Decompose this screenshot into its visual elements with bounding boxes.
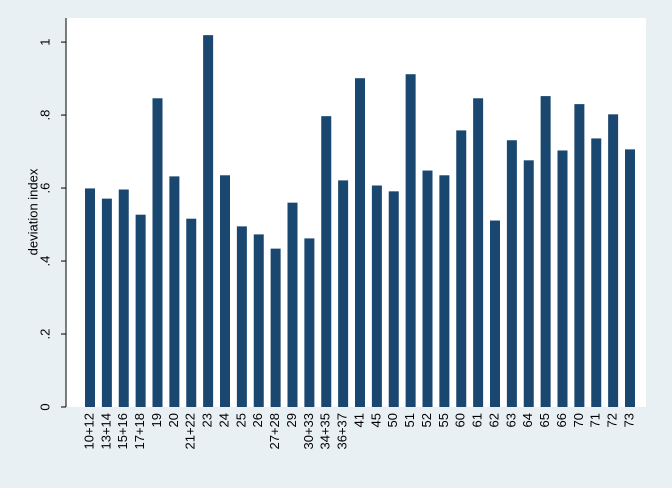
bar [338, 180, 349, 407]
bar [118, 189, 129, 407]
bar [608, 114, 619, 407]
bar [321, 116, 332, 407]
bar [473, 98, 484, 407]
x-tick-label: 25 [233, 413, 248, 427]
y-tick-label: .6 [37, 183, 52, 194]
bar [203, 35, 214, 407]
x-tick-label: 51 [402, 413, 417, 427]
x-tick-label: 45 [368, 413, 383, 427]
x-tick-label: 17+18 [132, 413, 147, 450]
bar [439, 175, 450, 407]
y-tick-label: .8 [37, 110, 52, 121]
x-tick-label: 73 [621, 413, 636, 427]
bar [253, 234, 264, 407]
x-tick-label: 52 [419, 413, 434, 427]
x-tick-label: 20 [166, 413, 181, 427]
x-tick-label: 15+16 [115, 413, 130, 450]
bar [101, 198, 112, 407]
bar [135, 214, 146, 407]
x-tick-label: 66 [554, 413, 569, 427]
bar [540, 96, 551, 408]
x-tick-label: 23 [200, 413, 215, 427]
x-tick-label: 34+35 [318, 413, 333, 450]
x-tick-label: 36+37 [335, 413, 350, 450]
y-tick-label: 1 [37, 38, 52, 45]
y-tick-label: .4 [37, 256, 52, 267]
bar [523, 160, 534, 407]
x-tick-label: 30+33 [301, 413, 316, 450]
y-tick-label: .2 [37, 329, 52, 340]
x-tick-label: 41 [351, 413, 366, 427]
x-tick-label: 55 [436, 413, 451, 427]
bar [85, 188, 95, 407]
x-tick-label: 10+12 [81, 413, 96, 450]
x-tick-label: 60 [453, 413, 468, 427]
bar [506, 140, 517, 408]
bar [371, 185, 382, 407]
x-tick-label: 72 [605, 413, 620, 427]
x-tick-label: 65 [537, 413, 552, 427]
x-tick-label: 62 [486, 413, 501, 427]
bar [236, 226, 247, 407]
bar [405, 74, 416, 408]
y-axis-title: deviation index [25, 168, 40, 255]
bar [574, 104, 585, 408]
y-tick-label: 0 [37, 403, 52, 410]
x-tick-label: 63 [503, 413, 518, 427]
x-tick-label: 13+14 [98, 413, 113, 450]
x-tick-label: 19 [149, 413, 164, 427]
bar [304, 238, 315, 407]
x-tick-label: 27+28 [267, 413, 282, 450]
x-tick-label: 50 [385, 413, 400, 427]
x-tick-label: 21+22 [183, 413, 198, 450]
bar [625, 149, 635, 407]
bar [169, 176, 180, 407]
bar [287, 202, 298, 407]
bar [220, 175, 230, 407]
x-tick-label: 24 [216, 413, 231, 427]
x-tick-label: 26 [250, 413, 265, 427]
x-tick-label: 61 [470, 413, 485, 427]
x-tick-label: 71 [588, 413, 603, 427]
x-tick-label: 29 [284, 413, 299, 427]
bar [270, 248, 281, 407]
x-tick-label: 64 [520, 413, 535, 427]
bar [456, 130, 467, 408]
bar [557, 150, 568, 407]
bar [422, 170, 433, 407]
bar [186, 218, 197, 407]
bar [591, 138, 602, 408]
bar [388, 191, 399, 407]
bar [152, 98, 163, 407]
x-tick-label: 70 [571, 413, 586, 427]
bar [355, 78, 365, 408]
bar [490, 220, 500, 407]
